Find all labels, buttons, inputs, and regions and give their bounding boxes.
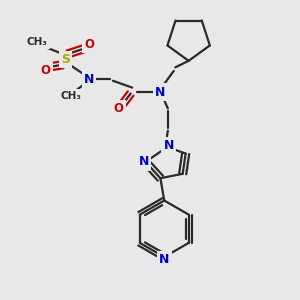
Text: N: N bbox=[159, 253, 169, 266]
Text: CH₃: CH₃ bbox=[27, 37, 48, 46]
Text: O: O bbox=[84, 38, 94, 51]
Text: N: N bbox=[164, 139, 174, 152]
Text: N: N bbox=[139, 155, 149, 168]
Text: CH₃: CH₃ bbox=[61, 91, 82, 100]
Text: O: O bbox=[114, 103, 124, 116]
Text: N: N bbox=[155, 85, 166, 98]
Text: S: S bbox=[61, 53, 70, 66]
Text: N: N bbox=[84, 73, 94, 86]
Text: O: O bbox=[40, 64, 50, 77]
